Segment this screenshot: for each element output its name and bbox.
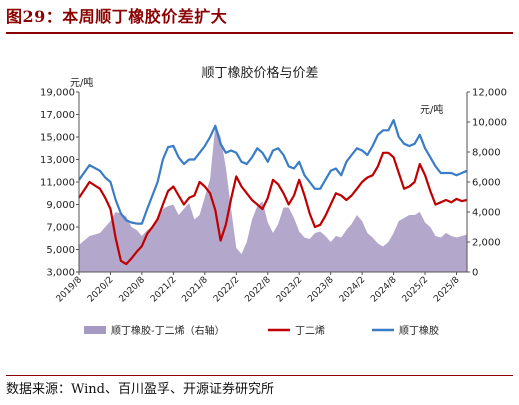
legend-label: 顺丁橡胶	[399, 324, 439, 337]
y-right-tick-label: 12,000	[472, 88, 507, 99]
y-left-tick-label: 19,000	[40, 88, 75, 99]
y-right-tick-label: 8,000	[472, 148, 501, 159]
price-spread-chart: 顺丁橡胶价格与价差 元/吨 元/吨 2019/8 2020/2 2020/8 2021…	[40, 65, 507, 337]
legend-label: 丁二烯	[295, 324, 325, 337]
y-left-tick-label: 17,000	[40, 110, 75, 121]
y-left-tick-label: 3,000	[46, 268, 75, 279]
y-left-tick-label: 9,000	[46, 200, 75, 211]
y-left-tick-label: 13,000	[40, 155, 75, 166]
x-tick-label: 2022/8	[243, 275, 273, 305]
right-axis-unit: 元/吨	[420, 103, 443, 116]
x-tick-label: 2021/2	[149, 275, 178, 304]
legend: 顺丁橡胶-丁二烯（右轴） 丁二烯 顺丁橡胶	[84, 324, 439, 337]
series-line-br-rubber	[78, 119, 468, 225]
figure-title: 图29：本周顺丁橡胶价差扩大	[6, 7, 228, 26]
plot-area	[78, 119, 468, 272]
legend-swatch-spread	[84, 326, 106, 334]
x-tick-label: 2025/8	[432, 275, 462, 305]
y-left-tick-label: 5,000	[46, 245, 75, 256]
y-right-tick-label: 4,000	[472, 208, 501, 219]
x-tick-label: 2023/8	[306, 275, 336, 305]
x-axis: 2019/8 2020/2 2020/8 2021/2 2021/8 2022/2 2022…	[55, 271, 467, 305]
y-right-tick-label: 10,000	[472, 118, 507, 129]
x-tick-label: 2022/2	[212, 275, 241, 304]
x-tick-label: 2021/8	[180, 275, 210, 305]
source-rule	[6, 375, 513, 376]
y-axis-right: 0 2,000 4,000 6,000 8,000 10,000 12,000	[466, 88, 507, 279]
y-axis-left: 3,000 5,000 7,000 9,000 11,000 13,000 15,000 17…	[40, 88, 80, 279]
x-tick-label: 2020/2	[86, 275, 115, 304]
legend-label: 顺丁橡胶-丁二烯（右轴）	[111, 324, 225, 337]
y-left-tick-label: 11,000	[40, 178, 75, 189]
x-tick-label: 2024/2	[338, 275, 367, 304]
series-line-butadiene	[78, 151, 468, 266]
y-left-tick-label: 7,000	[46, 223, 75, 234]
y-left-tick-label: 15,000	[40, 133, 75, 144]
x-tick-label: 2025/2	[401, 275, 430, 304]
y-right-tick-label: 6,000	[472, 178, 501, 189]
series-area-spread	[79, 125, 467, 272]
title-rule	[6, 32, 513, 34]
y-right-tick-label: 2,000	[472, 238, 501, 249]
left-axis-unit: 元/吨	[70, 76, 93, 89]
x-tick-label: 2019/8	[55, 275, 85, 305]
x-tick-label: 2023/2	[275, 275, 304, 304]
x-tick-label: 2020/8	[118, 275, 148, 305]
y-right-tick-label: 0	[472, 268, 478, 279]
x-tick-label: 2024/8	[369, 275, 399, 305]
chart-title: 顺丁橡胶价格与价差	[201, 65, 318, 81]
data-source-note: 数据来源：Wind、百川盈孚、开源证券研究所	[6, 382, 274, 397]
